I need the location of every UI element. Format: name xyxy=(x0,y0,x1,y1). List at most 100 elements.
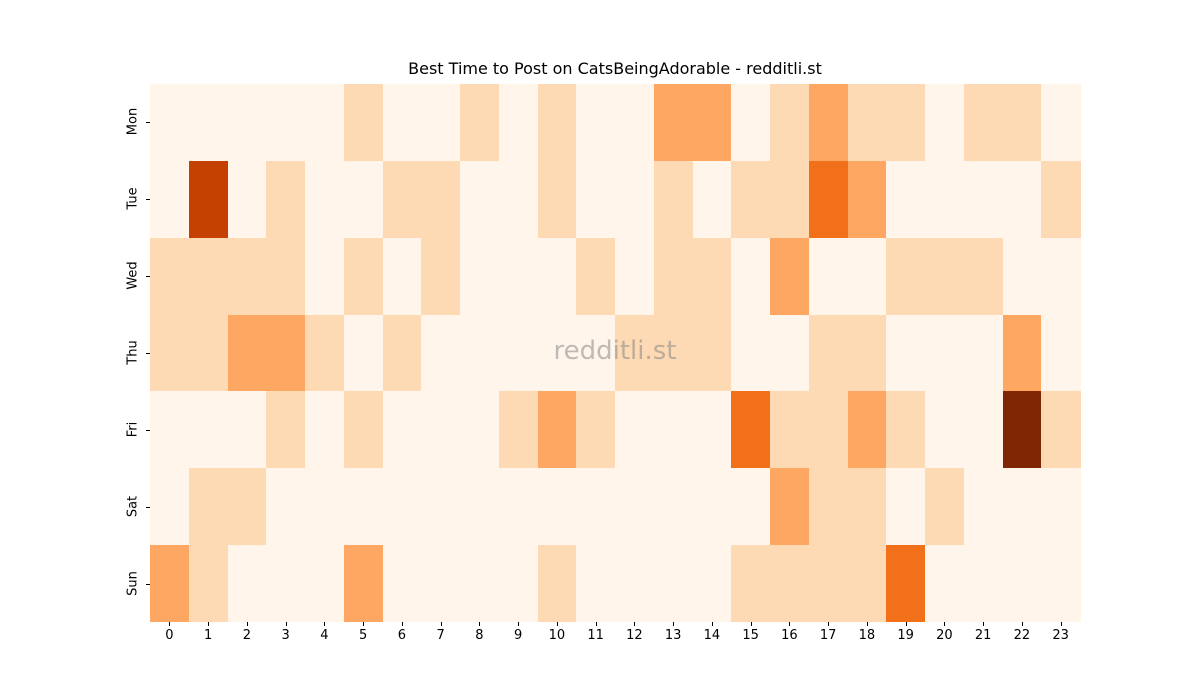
heatmap-cell xyxy=(343,545,383,623)
heatmap-cell xyxy=(537,545,577,623)
heatmap-cell xyxy=(227,391,267,469)
heatmap-cell xyxy=(963,237,1003,316)
heatmap-cell xyxy=(692,468,732,546)
heatmap-cell xyxy=(382,468,422,546)
heatmap-cell xyxy=(266,84,306,162)
heatmap-cell xyxy=(692,84,732,162)
heatmap-cell xyxy=(227,545,267,623)
heatmap-cell xyxy=(770,545,810,623)
heatmap-cell xyxy=(460,314,500,392)
x-tick-label: 7 xyxy=(436,628,445,643)
heatmap-cell xyxy=(653,468,693,546)
heatmap-cell xyxy=(266,391,306,469)
heatmap-cell xyxy=(731,84,771,162)
heatmap-cell xyxy=(498,545,538,623)
heatmap-cell xyxy=(615,160,655,239)
heatmap-cell xyxy=(808,468,848,546)
y-tick xyxy=(146,276,150,277)
heatmap-cell xyxy=(382,237,422,316)
x-tick xyxy=(789,622,790,626)
y-tick-label: Fri xyxy=(125,421,141,438)
x-tick-label: 16 xyxy=(781,628,798,643)
heatmap-cell xyxy=(343,314,383,392)
heatmap-cell xyxy=(150,545,190,623)
heatmap-cell xyxy=(188,314,228,392)
heatmap-cell xyxy=(188,468,228,546)
x-tick-label: 0 xyxy=(165,628,174,643)
heatmap-plot-area xyxy=(150,84,1081,623)
x-tick xyxy=(634,622,635,626)
heatmap-cell xyxy=(421,160,461,239)
heatmap-cell xyxy=(847,237,887,316)
x-tick-label: 22 xyxy=(1013,628,1031,643)
heatmap-cell xyxy=(731,314,771,392)
heatmap-cell xyxy=(382,84,422,162)
heatmap-cell xyxy=(963,160,1003,239)
x-tick xyxy=(324,622,325,626)
heatmap-cell xyxy=(305,84,345,162)
heatmap-cell xyxy=(227,468,267,546)
y-tick-label: Sun xyxy=(125,570,141,596)
heatmap-cell xyxy=(1002,237,1042,316)
heatmap-cell xyxy=(382,545,422,623)
heatmap-cell xyxy=(1002,84,1042,162)
heatmap-cell xyxy=(1002,545,1042,623)
x-tick xyxy=(479,622,480,626)
heatmap-cell xyxy=(731,237,771,316)
heatmap-cell xyxy=(266,545,306,623)
x-tick-label: 14 xyxy=(703,628,721,643)
x-tick-label: 20 xyxy=(936,628,953,643)
heatmap-cell xyxy=(576,237,616,316)
heatmap-cell xyxy=(808,160,848,239)
heatmap-cell xyxy=(537,468,577,546)
heatmap-cell xyxy=(343,84,383,162)
heatmap-cell xyxy=(615,545,655,623)
x-tick xyxy=(712,622,713,626)
x-tick-label: 6 xyxy=(397,628,407,643)
y-tick xyxy=(146,353,150,354)
x-tick-label: 10 xyxy=(548,628,566,643)
heatmap-cell xyxy=(925,84,965,162)
heatmap-cell xyxy=(847,160,887,239)
x-tick xyxy=(518,622,519,626)
heatmap-cell xyxy=(382,160,422,239)
heatmap-cell xyxy=(847,84,887,162)
heatmap-cell xyxy=(808,545,848,623)
heatmap-cell xyxy=(150,314,190,392)
heatmap-cell xyxy=(731,160,771,239)
heatmap-cell xyxy=(266,314,306,392)
heatmap-cell xyxy=(808,237,848,316)
heatmap-cell xyxy=(498,391,538,469)
heatmap-cell xyxy=(305,237,345,316)
heatmap-cell xyxy=(498,84,538,162)
heatmap-cell xyxy=(731,545,771,623)
heatmap-cell xyxy=(460,468,500,546)
heatmap-cell xyxy=(886,468,926,546)
heatmap-cell xyxy=(150,468,190,546)
heatmap-cell xyxy=(576,84,616,162)
x-tick xyxy=(906,622,907,626)
heatmap-cell xyxy=(886,314,926,392)
heatmap-cell xyxy=(498,314,538,392)
heatmap-cell xyxy=(421,237,461,316)
heatmap-cell xyxy=(266,468,306,546)
x-tick xyxy=(208,622,209,626)
heatmap-cell xyxy=(1041,391,1081,469)
heatmap-cell xyxy=(770,237,810,316)
x-tick xyxy=(1022,622,1023,626)
heatmap-cell xyxy=(227,160,267,239)
heatmap-cell xyxy=(770,314,810,392)
heatmap-cell xyxy=(460,391,500,469)
heatmap-cell xyxy=(382,314,422,392)
heatmap-cell xyxy=(963,84,1003,162)
chart-title: Best Time to Post on CatsBeingAdorable -… xyxy=(408,59,822,78)
heatmap-cell xyxy=(343,237,383,316)
y-tick xyxy=(146,430,150,431)
y-tick-label: Tue xyxy=(125,187,141,210)
heatmap-cell xyxy=(460,160,500,239)
heatmap-cell xyxy=(305,468,345,546)
heatmap-cell xyxy=(692,391,732,469)
heatmap-cell xyxy=(460,237,500,316)
x-tick xyxy=(402,622,403,626)
x-tick-label: 3 xyxy=(281,628,290,643)
